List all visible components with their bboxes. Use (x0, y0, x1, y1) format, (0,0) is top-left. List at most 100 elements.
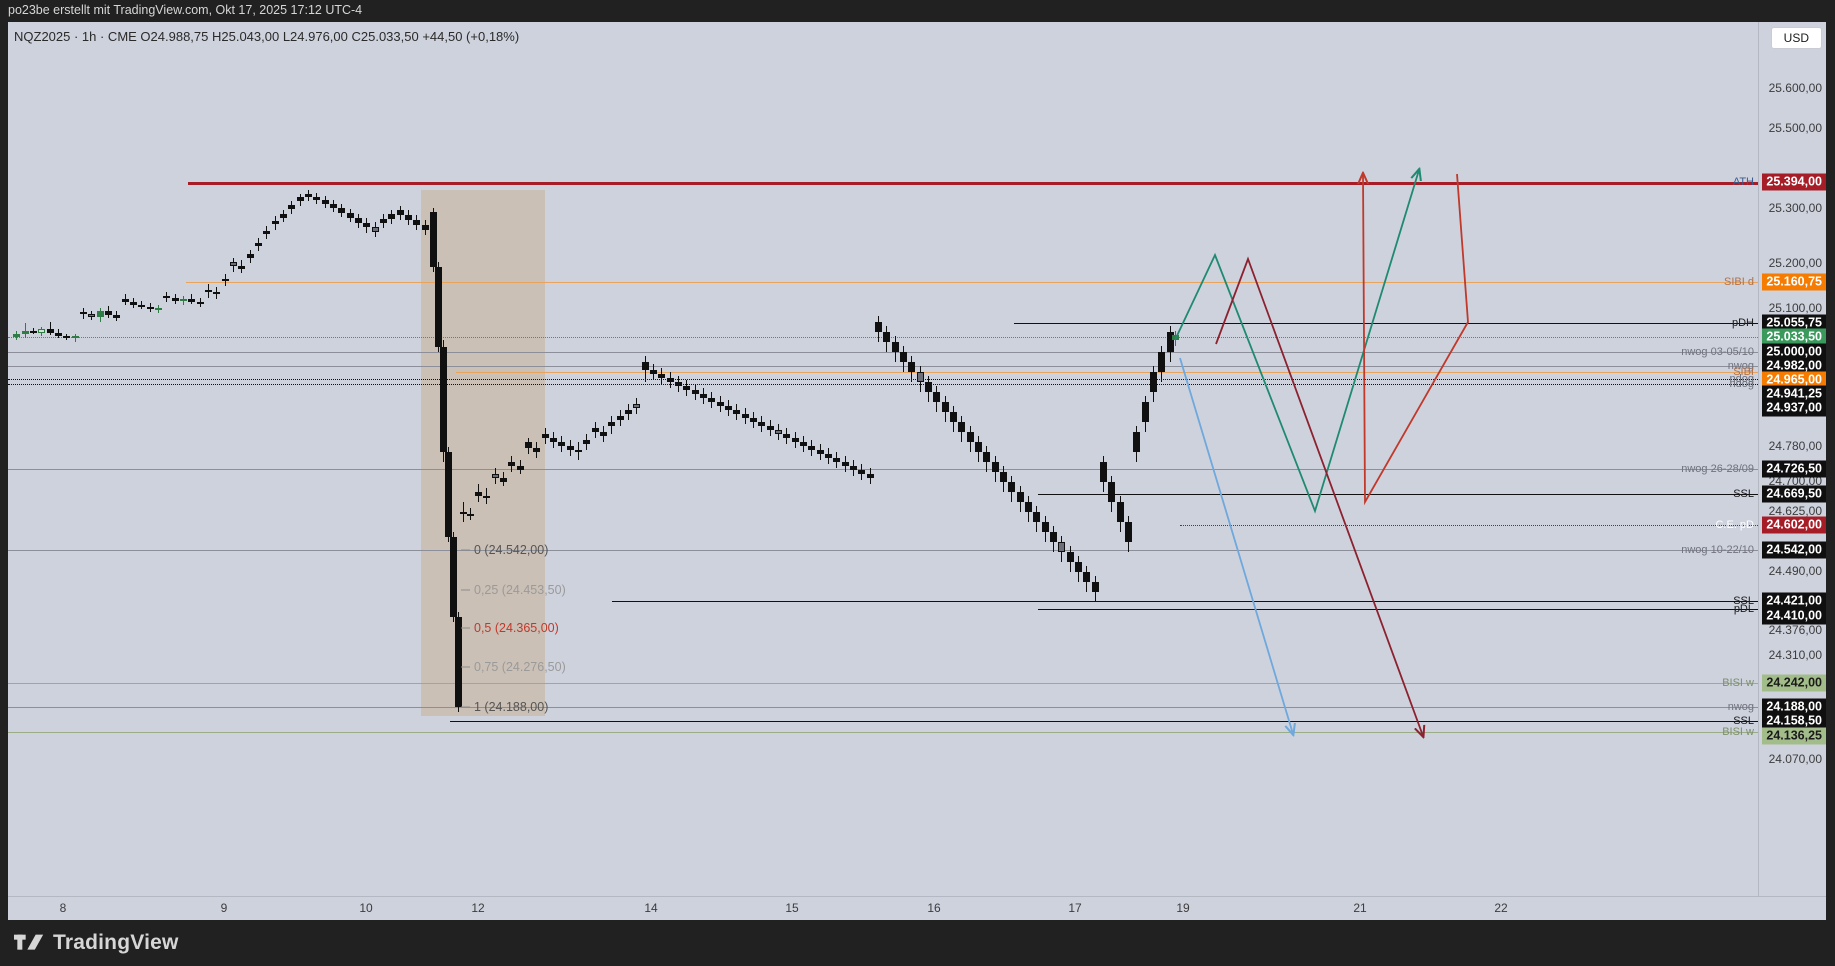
candle-body (429, 212, 437, 267)
candle-body (891, 342, 899, 352)
level-line[interactable] (8, 707, 1758, 708)
level-label: nwog (1727, 701, 1754, 713)
price-axis-tick: 24.310,00 (1768, 648, 1822, 662)
candle-body (371, 227, 379, 232)
chart-legend[interactable]: NQZ2025 · 1h · CME O24.988,75 H25.043,00… (14, 29, 520, 44)
candle (1066, 546, 1074, 572)
tradingview-logo[interactable]: TradingView (14, 931, 179, 955)
candle (682, 380, 690, 396)
candle-body (1074, 562, 1082, 572)
price-axis-tick: 24.070,00 (1768, 752, 1822, 766)
candle (459, 502, 467, 522)
price-axis-badge[interactable]: 24.941,25 (1762, 385, 1826, 403)
candle (816, 444, 824, 460)
currency-selector[interactable]: USD (1770, 27, 1822, 49)
level-line[interactable] (450, 721, 1758, 722)
candle (221, 274, 229, 286)
red-path[interactable] (1363, 174, 1469, 506)
teal-path[interactable] (1174, 170, 1419, 514)
fib-tick (461, 627, 470, 629)
candle-body (71, 336, 79, 338)
candle (1116, 496, 1124, 532)
level-line[interactable] (1180, 525, 1758, 526)
candle (941, 396, 949, 422)
price-axis-badge[interactable]: 24.937,00 (1762, 399, 1826, 417)
candle-body (1141, 402, 1149, 422)
price-axis-tick: 25.100,00 (1768, 301, 1822, 315)
price-axis-badge[interactable]: 24.242,00 (1762, 674, 1826, 692)
price-axis-badge[interactable]: 25.055,75 (1762, 314, 1826, 332)
crimson-path[interactable] (1215, 256, 1423, 736)
price-axis-badge[interactable]: 24.982,00 (1762, 357, 1826, 375)
candle (732, 404, 740, 420)
candle (121, 294, 129, 305)
price-axis-badge[interactable]: 24.602,00 (1762, 516, 1826, 534)
level-line[interactable] (8, 732, 1758, 733)
price-axis-badge[interactable]: 25.160,75 (1762, 273, 1826, 291)
price-axis-badge[interactable]: 25.394,00 (1762, 173, 1826, 191)
candle-body (444, 452, 452, 537)
level-line[interactable] (8, 379, 1758, 380)
candle (271, 216, 279, 230)
candle-body (362, 223, 370, 227)
candle (262, 226, 270, 239)
level-line[interactable] (1014, 323, 1758, 324)
level-line[interactable] (8, 384, 1758, 385)
plot-area[interactable]: 0 (24.542,00) 0,25 (24.453,50) 0,5 (24.365… (8, 22, 1758, 896)
candle (337, 204, 345, 217)
candle (674, 376, 682, 392)
level-line[interactable] (1038, 494, 1758, 495)
level-line[interactable] (1038, 609, 1758, 610)
blue-path[interactable] (1179, 357, 1293, 734)
level-line[interactable] (456, 372, 1758, 373)
candle (1074, 556, 1082, 582)
price-axis-badge[interactable]: 24.542,00 (1762, 541, 1826, 559)
level-line[interactable] (8, 469, 1758, 470)
price-axis-badge[interactable]: 24.188,00 (1762, 698, 1826, 716)
price-axis-badge[interactable]: 25.033,50 (1762, 328, 1826, 346)
price-axis-tick: 24.780,00 (1768, 439, 1822, 453)
candle-body (532, 448, 540, 452)
level-line[interactable] (188, 182, 1758, 185)
fib-tick (461, 589, 470, 591)
candle (12, 331, 20, 340)
price-axis-badge[interactable]: 24.421,00 (1762, 592, 1826, 610)
chart-pane[interactable]: NQZ2025 · 1h · CME O24.988,75 H25.043,00… (8, 22, 1826, 896)
price-axis-badge[interactable]: 24.158,50 (1762, 712, 1826, 730)
price-axis[interactable]: 25.600,00 25.500,00 25.300,00 25.200,00 25.1… (1758, 22, 1826, 896)
candle-body (874, 322, 882, 332)
price-axis-tick: 24.490,00 (1768, 564, 1822, 578)
candle-body (196, 302, 204, 304)
candle (1132, 426, 1140, 462)
candle (304, 190, 312, 201)
candle (1049, 526, 1057, 552)
level-line[interactable] (8, 550, 1758, 551)
time-axis[interactable]: 8 9 10 12 14 15 16 17 19 21 22 (8, 896, 1826, 920)
level-line[interactable] (8, 683, 1758, 684)
price-axis-badge[interactable]: 24.669,50 (1762, 485, 1826, 503)
candle (657, 368, 665, 384)
candle (957, 416, 965, 442)
candle-body (474, 492, 482, 496)
candle-body (991, 462, 999, 472)
candle (982, 446, 990, 472)
candle-body (907, 362, 915, 372)
level-line[interactable] (186, 282, 1758, 283)
price-axis-badge[interactable]: 25.000,00 (1762, 343, 1826, 361)
candle (832, 452, 840, 468)
candle-body (46, 329, 54, 333)
price-axis-badge[interactable]: 24.410,00 (1762, 607, 1826, 625)
candle (916, 366, 924, 392)
candle-body (1107, 482, 1115, 502)
price-axis-badge[interactable]: 24.726,50 (1762, 460, 1826, 478)
candle-body (566, 446, 574, 450)
level-line[interactable] (8, 352, 1758, 353)
price-axis-badge[interactable]: 24.136,25 (1762, 727, 1826, 745)
candle (566, 440, 574, 456)
level-line[interactable] (612, 601, 1758, 602)
price-axis-badge[interactable]: 24.965,00 (1762, 371, 1826, 389)
fib-level-label: 0,25 (24.453,50) (474, 583, 566, 597)
level-line[interactable] (8, 366, 1758, 367)
candle (632, 398, 640, 414)
candle (649, 364, 657, 380)
